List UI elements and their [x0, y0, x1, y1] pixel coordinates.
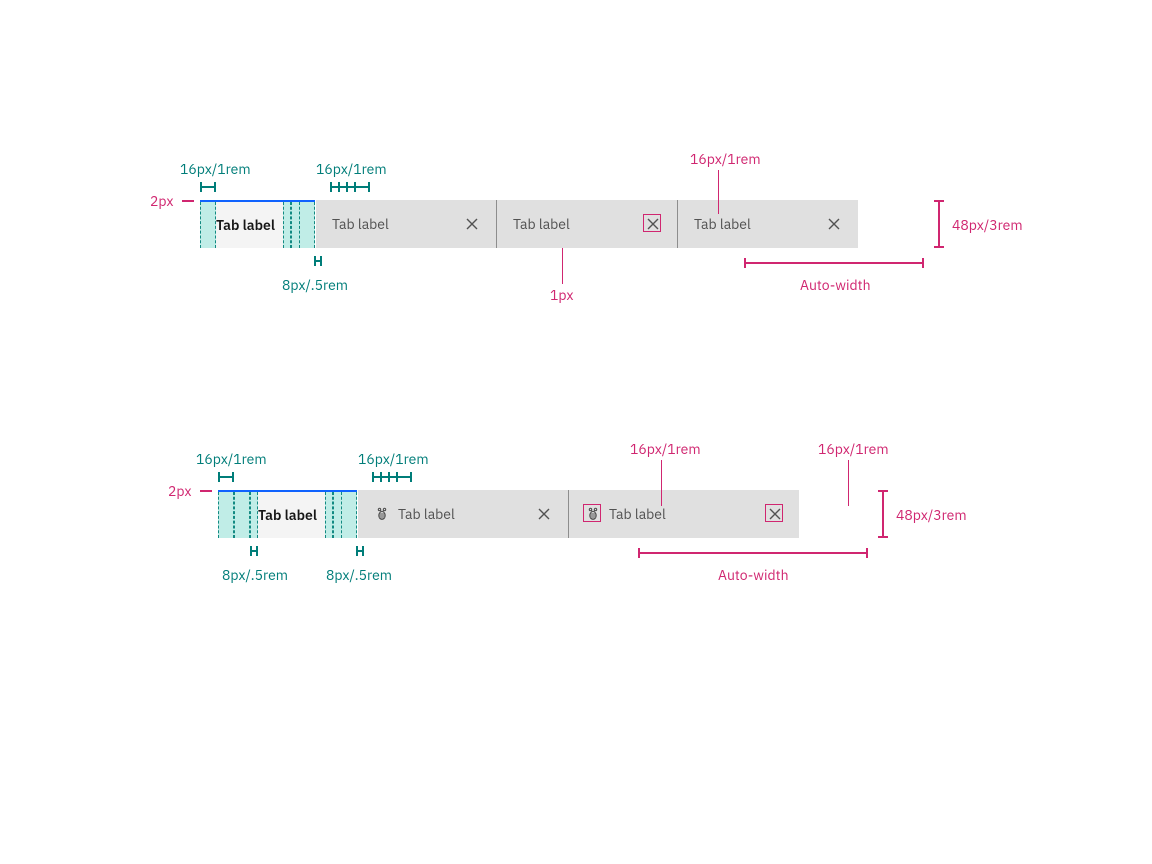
label-height: 48px/3rem — [952, 216, 1023, 234]
close-icon[interactable] — [645, 216, 661, 232]
tab-2[interactable]: Tab label — [358, 490, 568, 538]
measure-icon-gap-right — [356, 546, 364, 556]
measure-height — [934, 200, 944, 248]
measure-right-padding — [372, 472, 412, 482]
label-active-border: 2px — [168, 482, 191, 500]
bee-icon — [585, 506, 601, 522]
icon-measure-box — [643, 214, 661, 232]
measure-auto-width — [638, 548, 868, 558]
label-height: 48px/3rem — [896, 506, 967, 524]
label-icon-gap-left: 8px/.5rem — [222, 566, 288, 584]
label-lead-icon: 16px/1rem — [630, 440, 701, 458]
label-auto-width: Auto-width — [718, 566, 789, 584]
tab-label: Tab label — [332, 215, 389, 233]
close-icon[interactable] — [826, 216, 842, 232]
label-left-padding: 16px/1rem — [180, 160, 251, 178]
measure-icon-gap-left — [250, 546, 258, 556]
measure-height — [878, 490, 888, 538]
tab-label: Tab label — [513, 215, 570, 233]
tab-1-active[interactable]: Tab label — [218, 490, 357, 538]
tab-label: Tab label — [398, 505, 455, 523]
label-auto-width: Auto-width — [800, 276, 871, 294]
label-active-border: 2px — [150, 192, 173, 210]
measure-left-padding — [218, 472, 234, 482]
tab-label: Tab label — [694, 215, 751, 233]
tab-label: Tab label — [609, 505, 666, 523]
tab-3[interactable]: Tab label — [497, 200, 677, 248]
tab-group-1: Tab label Tab label Tab label Tab label — [200, 200, 858, 248]
tab-3[interactable]: Tab label — [569, 490, 799, 538]
tick-2px — [200, 490, 212, 492]
label-right-padding: 16px/1rem — [358, 450, 429, 468]
label-divider: 1px — [550, 286, 573, 304]
tab-1-active[interactable]: Tab label — [200, 200, 315, 248]
measure-icon-gap — [314, 256, 322, 266]
close-icon[interactable] — [464, 216, 480, 232]
label-icon-gap: 8px/.5rem — [282, 276, 348, 294]
tick-2px — [182, 200, 194, 202]
icon-measure-box — [583, 504, 601, 522]
tab-2[interactable]: Tab label — [316, 200, 496, 248]
tab-group-2: Tab label Tab label Tab label — [218, 490, 799, 538]
close-icon[interactable] — [536, 506, 552, 522]
tab-label: Tab label — [216, 216, 275, 234]
pointer-close-icon — [848, 460, 849, 506]
label-right-padding: 16px/1rem — [316, 160, 387, 178]
label-close-icon: 16px/1rem — [690, 150, 761, 168]
measure-right-padding — [330, 182, 370, 192]
label-left-padding: 16px/1rem — [196, 450, 267, 468]
measure-left-padding — [200, 182, 216, 192]
close-icon[interactable] — [767, 506, 783, 522]
measure-auto-width — [744, 258, 924, 268]
tab-4[interactable]: Tab label — [678, 200, 858, 248]
pointer-lead-icon — [661, 460, 662, 506]
tab-label: Tab label — [258, 506, 317, 524]
pointer-divider — [562, 248, 563, 284]
icon-measure-box — [765, 504, 783, 522]
label-close-icon: 16px/1rem — [818, 440, 889, 458]
pointer-close-icon — [718, 170, 719, 214]
bee-icon — [374, 506, 390, 522]
label-icon-gap-right: 8px/.5rem — [326, 566, 392, 584]
